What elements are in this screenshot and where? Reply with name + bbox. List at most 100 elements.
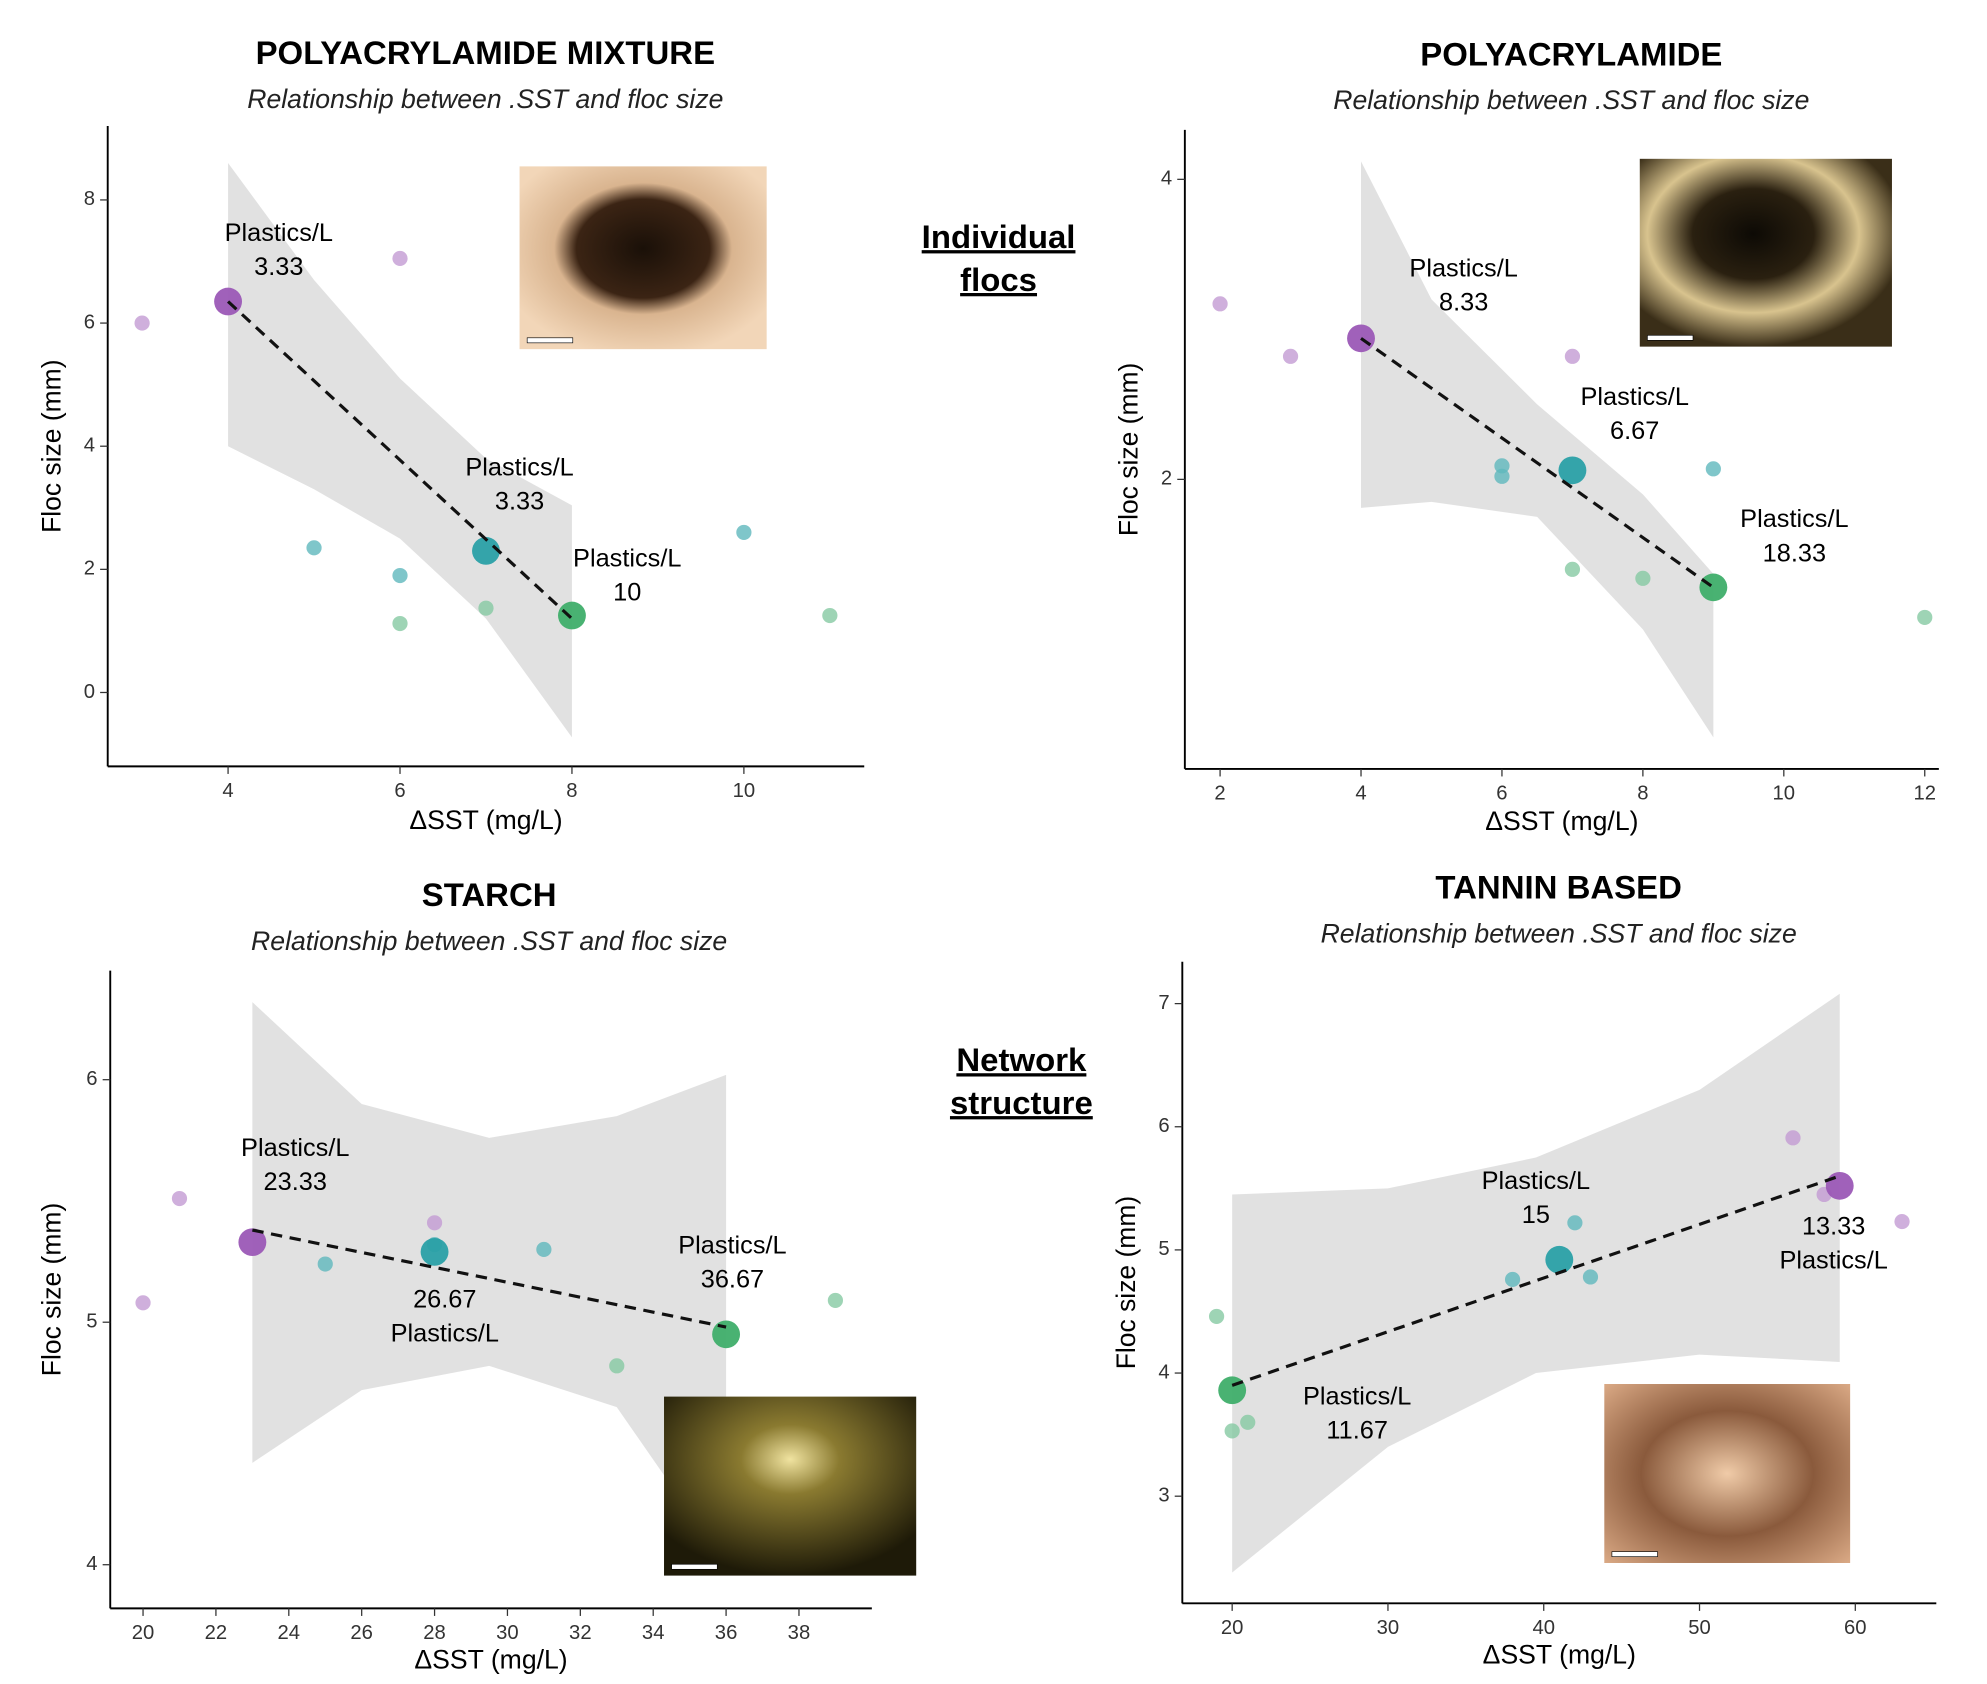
x-tick-label: 10 [733,780,756,802]
point [609,1358,624,1373]
side-label: structure [950,1084,1093,1121]
point [318,1256,333,1271]
y-axis-label: Floc size (mm) [36,359,66,532]
annotation: 10 [613,578,641,606]
point [828,1293,843,1308]
y-tick-label: 4 [84,435,95,457]
x-tick-label: 40 [1532,1617,1555,1639]
y-tick-label: 7 [1158,992,1169,1014]
point [427,1215,442,1230]
x-tick-label: 4 [1355,782,1366,804]
annotation: Plastics/L [678,1231,786,1259]
y-tick-label: 0 [84,681,95,703]
annotation: 6.67 [1610,417,1659,445]
x-tick-label: 22 [205,1622,228,1644]
highlight-point [558,602,586,630]
side-label: flocs [960,261,1037,298]
scale-bar [1612,1552,1658,1557]
x-tick-label: 38 [788,1622,811,1644]
y-tick-label: 5 [1158,1238,1169,1260]
x-tick-label: 20 [132,1622,155,1644]
x-tick-label: 50 [1688,1617,1711,1639]
annotation: Plastics/L [1303,1383,1411,1411]
y-axis-label: Floc size (mm) [1113,363,1143,536]
point [392,251,407,266]
scale-bar [1647,335,1693,340]
annotation: Plastics/L [391,1320,499,1348]
y-tick-label: 4 [86,1553,97,1575]
annotation: 23.33 [264,1168,327,1196]
chart-panel: 203040506034567TANNIN BASEDRelationship … [1111,869,1937,1670]
chart-title: POLYACRYLAMIDE MIXTURE [256,34,716,71]
x-tick-label: 20 [1221,1617,1244,1639]
point [1505,1272,1520,1287]
page: {"labels":{"top":["Individual","flocs"],… [0,0,1987,1684]
point [1209,1309,1224,1324]
micrograph [1640,159,1892,347]
chart-title: TANNIN BASED [1435,869,1681,906]
x-tick-label: 30 [1377,1617,1400,1639]
chart-panel: 20222426283032343638456STARCHRelationshi… [36,876,916,1674]
highlight-point [1545,1246,1573,1274]
y-axis-label: Floc size (mm) [1111,1196,1141,1369]
annotation: 18.33 [1763,539,1826,567]
x-tick-label: 26 [350,1622,373,1644]
point [1917,610,1932,625]
highlight-point [1699,574,1727,602]
x-tick-label: 8 [566,780,577,802]
point [135,1295,150,1310]
point [134,316,149,331]
x-tick-label: 6 [394,780,405,802]
x-tick-label: 10 [1773,782,1796,804]
x-axis-label: ΔSST (mg/L) [414,1644,567,1674]
y-axis-label: Floc size (mm) [36,1203,66,1376]
x-tick-label: 8 [1637,782,1648,804]
annotation: 3.33 [495,488,544,516]
figure: Individual flocs Network structure 4 6 8 10… [0,0,1987,1684]
micrograph [1604,1384,1850,1563]
point [736,525,751,540]
point [392,568,407,583]
x-tick-label: 6 [1496,782,1507,804]
point [536,1242,551,1257]
x-axis-label: ΔSST (mg/L) [1483,1639,1636,1669]
y-tick-label: 4 [1161,168,1172,190]
highlight-point [1558,456,1586,484]
annotation: Plastics/L [241,1134,349,1162]
chart-subtitle: Relationship between .SST and floc size [247,84,723,114]
x-tick-label: 24 [278,1622,301,1644]
highlight-point [712,1320,740,1348]
point [1225,1423,1240,1438]
x-axis-label: ΔSST (mg/L) [1485,806,1638,836]
side-label: Individual [922,218,1076,255]
chart-subtitle: Relationship between .SST and floc size [1333,85,1809,115]
chart-title: POLYACRYLAMIDE [1420,35,1722,72]
point [172,1191,187,1206]
x-tick-label: 30 [496,1622,519,1644]
point [1635,571,1650,586]
chart-subtitle: Relationship between .SST and floc size [251,926,727,956]
annotation: 26.67 [413,1286,476,1314]
chart-title: STARCH [422,876,557,913]
x-tick-label: 4 [222,780,233,802]
point [1212,296,1227,311]
side-label-top: Individual flocs [922,218,1076,298]
point [1565,349,1580,364]
y-tick-label: 6 [1158,1115,1169,1137]
scale-bar [527,338,573,343]
point [822,608,837,623]
annotation: Plastics/L [573,544,681,572]
point [306,540,321,555]
y-tick-label: 3 [1158,1485,1169,1507]
x-tick-label: 32 [569,1622,592,1644]
side-label-bottom: Network structure [950,1041,1093,1121]
point [1240,1415,1255,1430]
point [1283,349,1298,364]
chart-subtitle: Relationship between .SST and floc size [1321,918,1797,948]
point [392,616,407,631]
x-tick-label: 60 [1844,1617,1867,1639]
highlight-point [421,1238,449,1266]
annotation: Plastics/L [1740,505,1848,533]
